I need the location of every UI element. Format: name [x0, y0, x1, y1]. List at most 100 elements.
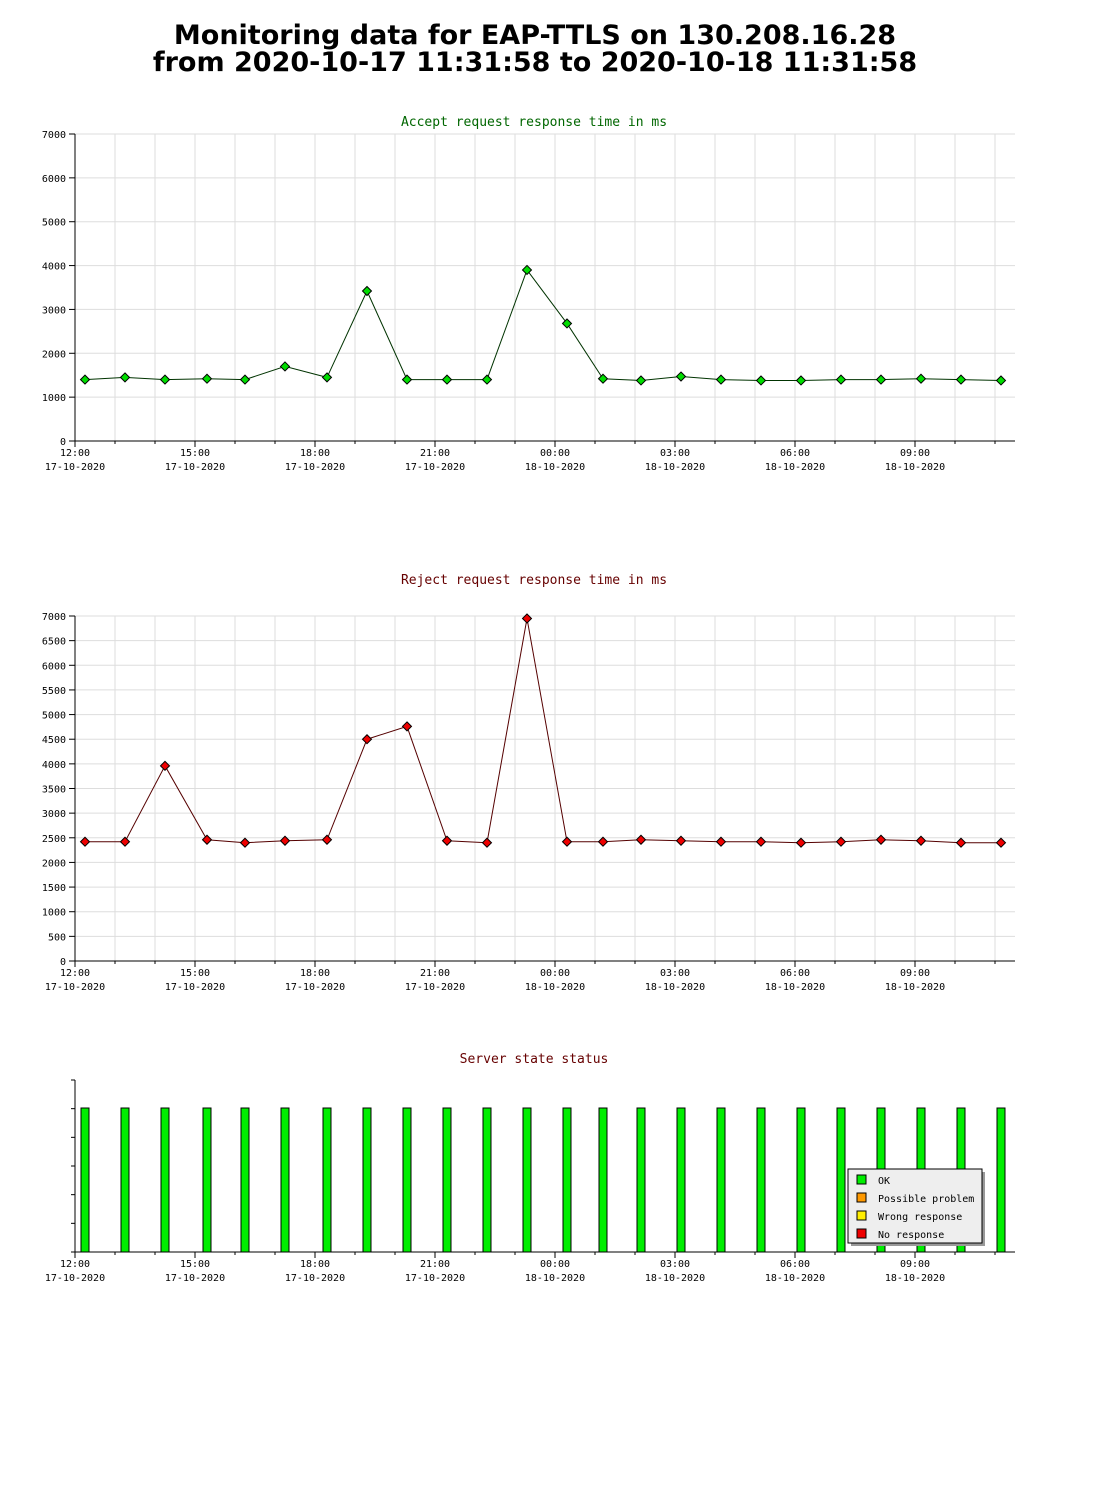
y-tick-label: 1500	[42, 883, 66, 894]
x-tick-label-date: 18-10-2020	[885, 982, 945, 993]
legend-box	[847, 1168, 983, 1244]
status-bar	[522, 1107, 532, 1253]
line-chart-2: Reject request response time in ms 0 500 10…	[42, 573, 1015, 993]
data-point	[835, 836, 847, 847]
x-tick-label-date: 17-10-2020	[45, 982, 105, 993]
data-point	[715, 374, 727, 385]
data-point	[521, 613, 533, 624]
x-tick-label-time: 06:00	[780, 968, 810, 979]
x-tick-label-date: 18-10-2020	[765, 462, 825, 473]
legend-swatch	[856, 1174, 867, 1185]
status-bar	[202, 1107, 212, 1253]
x-tick-label-date: 18-10-2020	[885, 462, 945, 473]
data-point	[597, 373, 609, 384]
x-tick-label-time: 12:00	[60, 968, 90, 979]
x-tick-label-date: 17-10-2020	[165, 462, 225, 473]
status-bar	[996, 1107, 1006, 1253]
data-point	[361, 285, 373, 297]
legend-label: Possible problem	[878, 1194, 974, 1205]
x-tick-label-date: 17-10-2020	[285, 462, 345, 473]
x-tick-label-time: 18:00	[300, 448, 330, 459]
x-tick-label-time: 12:00	[60, 448, 90, 459]
data-point	[361, 734, 373, 745]
status-bar	[362, 1107, 372, 1253]
data-point	[875, 374, 887, 385]
status-chart: Server state status 12:00 17-10-2020 15:00 1…	[45, 1052, 1015, 1284]
status-bar	[676, 1107, 686, 1253]
data-point	[441, 374, 453, 385]
y-tick-label: 3000	[42, 809, 66, 820]
data-point	[239, 837, 251, 848]
status-bar	[80, 1107, 90, 1253]
x-tick-label-time: 00:00	[540, 448, 570, 459]
legend-swatch	[856, 1210, 867, 1221]
x-tick-label-date: 18-10-2020	[765, 982, 825, 993]
status-bar	[322, 1107, 332, 1253]
x-tick-label-date: 17-10-2020	[165, 1273, 225, 1284]
x-tick-label-date: 17-10-2020	[405, 462, 465, 473]
x-tick-label-time: 03:00	[660, 968, 690, 979]
status-bar	[280, 1107, 290, 1253]
x-tick-label-date: 17-10-2020	[45, 462, 105, 473]
data-point	[279, 361, 291, 372]
x-tick-label-date: 17-10-2020	[165, 982, 225, 993]
y-tick-label: 5500	[42, 686, 66, 697]
legend-swatch	[856, 1192, 867, 1203]
data-point	[955, 837, 967, 848]
x-tick-label-date: 18-10-2020	[525, 462, 585, 473]
x-tick-label-time: 18:00	[300, 1259, 330, 1270]
y-tick-label: 6000	[42, 174, 66, 185]
data-point	[239, 374, 251, 385]
x-tick-label-date: 17-10-2020	[285, 982, 345, 993]
x-tick-label-time: 09:00	[900, 1259, 930, 1270]
y-tick-label: 7000	[42, 130, 66, 141]
series-line	[85, 618, 1001, 844]
y-tick-label: 4000	[42, 262, 66, 273]
data-point	[201, 834, 213, 845]
x-tick-label-date: 17-10-2020	[285, 1273, 345, 1284]
data-point	[159, 374, 171, 385]
x-tick-label-time: 03:00	[660, 448, 690, 459]
data-point	[635, 375, 647, 386]
x-tick-label-time: 21:00	[420, 1259, 450, 1270]
x-tick-label-date: 18-10-2020	[525, 982, 585, 993]
legend-label: Wrong response	[878, 1212, 962, 1223]
data-point	[755, 836, 767, 847]
x-tick-label-date: 18-10-2020	[645, 1273, 705, 1284]
x-tick-label-time: 12:00	[60, 1259, 90, 1270]
data-point	[201, 373, 213, 384]
data-point	[119, 836, 131, 847]
x-tick-label-time: 15:00	[180, 968, 210, 979]
x-tick-label-date: 17-10-2020	[405, 1273, 465, 1284]
data-point	[401, 721, 413, 732]
data-point	[675, 835, 687, 846]
x-tick-label-date: 18-10-2020	[765, 1273, 825, 1284]
status-bar	[562, 1107, 572, 1253]
data-point	[481, 374, 493, 385]
data-point	[795, 375, 807, 386]
x-tick-label-time: 06:00	[780, 448, 810, 459]
y-tick-label: 5000	[42, 218, 66, 229]
y-tick-label: 2500	[42, 834, 66, 845]
x-tick-label-time: 00:00	[540, 1259, 570, 1270]
data-point	[521, 264, 533, 276]
page-title: Monitoring data for EAP-TTLS on 130.208.…	[0, 22, 1070, 76]
data-point	[755, 375, 767, 386]
data-point	[835, 374, 847, 385]
y-tick-label: 0	[60, 437, 66, 448]
chart-title: Accept request response time in ms	[401, 115, 667, 130]
data-point	[715, 836, 727, 847]
page-title-line-1: Monitoring data for EAP-TTLS on 130.208.…	[173, 20, 897, 51]
y-tick-label: 500	[48, 932, 66, 943]
data-point	[955, 374, 967, 385]
x-tick-label-time: 09:00	[900, 968, 930, 979]
y-tick-label: 0	[60, 957, 66, 968]
status-bar	[756, 1107, 766, 1253]
data-point	[875, 834, 887, 845]
status-bar	[240, 1107, 250, 1253]
status-bar	[120, 1107, 130, 1253]
x-tick-label-date: 18-10-2020	[525, 1273, 585, 1284]
status-bar	[160, 1107, 170, 1253]
data-point	[119, 372, 131, 383]
